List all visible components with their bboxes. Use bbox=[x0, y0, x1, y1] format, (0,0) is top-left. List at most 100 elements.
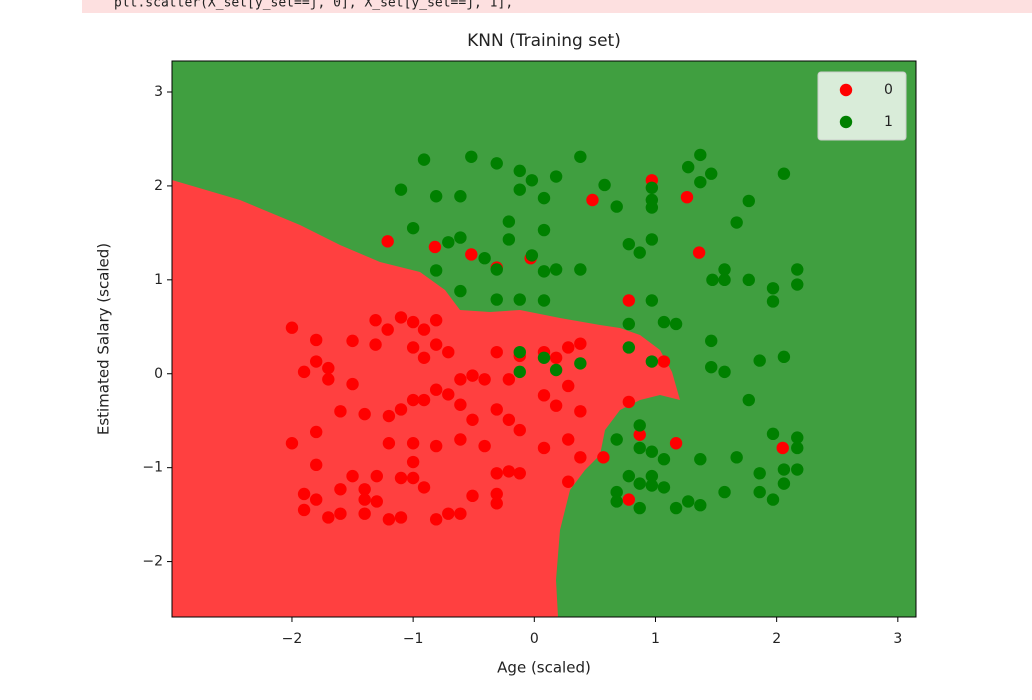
point bbox=[429, 513, 443, 526]
point bbox=[645, 181, 659, 194]
point bbox=[791, 278, 804, 291]
point bbox=[417, 481, 431, 494]
point bbox=[322, 361, 335, 375]
point bbox=[322, 511, 335, 524]
point bbox=[680, 190, 694, 204]
x-tick-label: −1 bbox=[403, 631, 424, 647]
point bbox=[669, 317, 683, 331]
point bbox=[490, 497, 503, 510]
point bbox=[502, 413, 516, 426]
point bbox=[574, 451, 587, 464]
point bbox=[369, 314, 382, 327]
point bbox=[513, 164, 526, 178]
point bbox=[490, 467, 503, 480]
point bbox=[334, 405, 347, 418]
point bbox=[766, 295, 780, 308]
point bbox=[777, 350, 791, 364]
point bbox=[574, 150, 587, 163]
point bbox=[791, 431, 804, 444]
point bbox=[537, 441, 551, 455]
point bbox=[370, 469, 383, 483]
point bbox=[382, 513, 396, 526]
point bbox=[490, 293, 503, 306]
point bbox=[309, 425, 323, 439]
point bbox=[657, 481, 671, 494]
y-tick-label: −2 bbox=[142, 554, 163, 570]
point bbox=[718, 273, 731, 287]
point bbox=[381, 323, 394, 336]
point bbox=[406, 221, 420, 235]
point bbox=[513, 365, 526, 379]
point bbox=[490, 157, 503, 170]
point bbox=[454, 507, 467, 520]
point bbox=[381, 235, 394, 248]
point bbox=[429, 439, 443, 453]
point bbox=[346, 469, 359, 483]
point bbox=[657, 453, 671, 466]
point bbox=[776, 441, 789, 455]
point bbox=[394, 183, 408, 196]
point bbox=[429, 264, 443, 277]
code-strip bbox=[82, 0, 1032, 13]
point bbox=[358, 493, 371, 506]
point bbox=[406, 393, 420, 407]
point bbox=[657, 355, 671, 368]
point bbox=[791, 441, 804, 455]
point bbox=[574, 405, 587, 418]
point bbox=[791, 463, 804, 476]
legend-label: 0 bbox=[884, 82, 893, 98]
point bbox=[417, 351, 431, 364]
point bbox=[502, 373, 516, 386]
point bbox=[549, 170, 563, 183]
point bbox=[490, 487, 503, 501]
point bbox=[645, 233, 659, 246]
point bbox=[382, 437, 396, 450]
point bbox=[633, 419, 646, 432]
point bbox=[525, 249, 539, 262]
legend-marker bbox=[839, 83, 853, 97]
point bbox=[622, 493, 636, 506]
point bbox=[622, 341, 636, 354]
point bbox=[622, 469, 636, 483]
point bbox=[718, 365, 731, 379]
point bbox=[466, 413, 479, 426]
point bbox=[309, 493, 323, 506]
point bbox=[370, 495, 383, 508]
point bbox=[645, 479, 659, 492]
y-tick-label: −1 bbox=[142, 460, 163, 476]
point bbox=[429, 314, 443, 327]
point bbox=[428, 240, 442, 254]
point bbox=[513, 293, 526, 306]
point bbox=[562, 475, 575, 488]
point bbox=[681, 160, 695, 174]
point bbox=[358, 483, 371, 496]
point bbox=[753, 354, 766, 367]
point bbox=[730, 451, 743, 464]
point bbox=[633, 477, 646, 490]
point bbox=[562, 379, 575, 393]
point bbox=[766, 493, 780, 506]
point bbox=[465, 150, 478, 163]
point bbox=[309, 333, 323, 347]
x-tick-label: 2 bbox=[772, 631, 781, 647]
point bbox=[610, 433, 623, 446]
point bbox=[454, 231, 467, 244]
point bbox=[622, 294, 636, 307]
point bbox=[645, 294, 659, 307]
point bbox=[285, 437, 299, 450]
point bbox=[645, 445, 659, 458]
point bbox=[645, 469, 659, 483]
point bbox=[694, 499, 707, 512]
point bbox=[694, 453, 707, 466]
point bbox=[394, 311, 408, 324]
point bbox=[513, 183, 526, 196]
x-tick-label: 3 bbox=[893, 631, 902, 647]
point bbox=[692, 246, 706, 259]
point bbox=[309, 458, 323, 472]
point bbox=[791, 263, 804, 276]
x-tick-label: 1 bbox=[651, 631, 660, 647]
point bbox=[633, 428, 646, 441]
point bbox=[442, 236, 455, 249]
